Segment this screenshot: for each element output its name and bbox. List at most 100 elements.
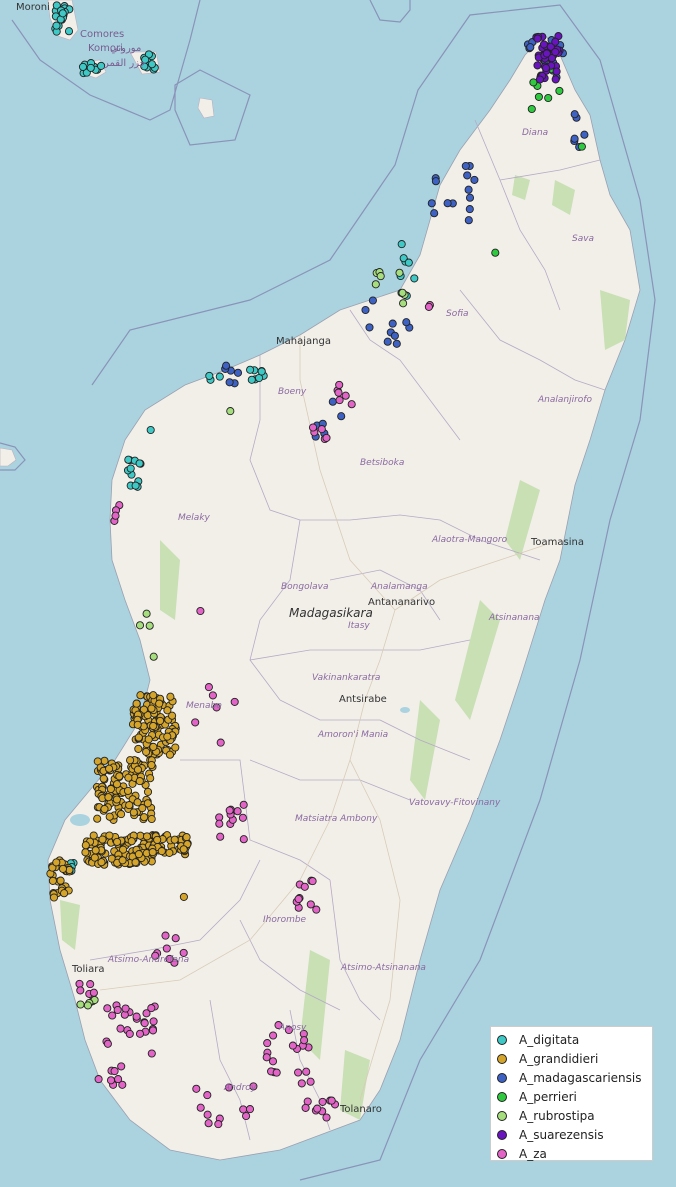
legend-marker	[497, 1072, 507, 1083]
legend-item-a-digitata: A_digitata	[497, 1030, 646, 1049]
point-a-digitata	[404, 258, 413, 267]
point-a-digitata	[78, 62, 88, 71]
point-a-grandidieri	[104, 793, 113, 802]
point-a-madagascariensis	[461, 161, 470, 171]
point-a-digitata	[397, 240, 406, 249]
point-a-grandidieri	[163, 706, 172, 715]
point-a-perrieri	[491, 248, 500, 257]
point-a-za	[341, 391, 350, 400]
point-a-za	[230, 697, 239, 706]
point-a-grandidieri	[91, 846, 100, 855]
point-a-madagascariensis	[361, 305, 370, 315]
point-a-grandidieri	[138, 804, 147, 813]
region-label: Melaky	[178, 513, 211, 523]
point-a-za	[318, 1097, 327, 1106]
point-a-za	[301, 1103, 310, 1112]
point-a-suarezensis	[552, 67, 561, 76]
forest-area	[512, 175, 530, 200]
point-a-grandidieri	[148, 848, 157, 857]
legend-marker	[497, 1091, 507, 1102]
point-a-za	[203, 1110, 212, 1119]
point-a-suarezensis	[535, 75, 544, 84]
point-a-za	[108, 1011, 117, 1020]
point-a-madagascariensis	[526, 43, 535, 52]
point-a-madagascariensis	[570, 110, 579, 119]
point-a-grandidieri	[135, 777, 144, 786]
point-a-grandidieri	[179, 845, 188, 854]
region-borders	[89, 119, 606, 1141]
point-a-za	[216, 738, 225, 747]
legend-label: A_rubrostipa	[519, 1108, 595, 1123]
legend-item-a-grandidieri: A_grandidieri	[497, 1049, 646, 1068]
point-a-za	[212, 703, 221, 712]
legend-item-a-suarezensis: A_suarezensis	[497, 1125, 646, 1144]
point-a-za	[208, 691, 217, 700]
point-a-za	[272, 1068, 281, 1077]
point-a-za	[192, 1084, 201, 1093]
point-a-digitata	[135, 459, 144, 468]
point-a-madagascariensis	[470, 175, 479, 184]
point-a-suarezensis	[551, 37, 560, 46]
point-a-za	[132, 1012, 141, 1021]
point-a-grandidieri	[140, 813, 149, 822]
point-a-za	[327, 1096, 336, 1105]
point-a-grandidieri	[142, 747, 151, 756]
region-label: Boeny	[278, 387, 307, 397]
city-label: Antsirabe	[339, 694, 387, 705]
legend: A_digitata A_grandidieri A_madagascarien…	[490, 1026, 653, 1161]
point-a-za	[274, 1021, 283, 1030]
point-a-grandidieri	[147, 704, 156, 713]
point-a-grandidieri	[105, 831, 114, 840]
region-label: Alaotra-Mangoro	[431, 535, 508, 545]
point-a-grandidieri	[105, 764, 114, 773]
legend-label: A_grandidieri	[519, 1051, 599, 1066]
point-a-za	[322, 1113, 331, 1122]
point-a-digitata	[58, 9, 67, 18]
point-a-za	[263, 1039, 272, 1048]
point-a-grandidieri	[134, 733, 143, 742]
point-a-za	[312, 905, 321, 914]
point-a-madagascariensis	[580, 130, 589, 139]
point-a-za	[204, 683, 213, 692]
point-a-za	[196, 606, 205, 616]
point-a-grandidieri	[153, 835, 162, 844]
point-a-digitata	[246, 365, 255, 374]
point-a-suarezensis	[533, 61, 542, 70]
point-a-grandidieri	[134, 850, 143, 859]
region-label: Vatovavy-Fitovinany	[409, 798, 501, 808]
island-label: Komori	[88, 43, 123, 54]
point-a-grandidieri	[133, 798, 142, 807]
point-a-grandidieri	[136, 831, 145, 840]
region-label: Atsimo-Atsinanana	[340, 963, 426, 973]
point-a-madagascariensis	[388, 319, 397, 328]
point-a-grandidieri	[52, 858, 61, 867]
legend-label: A_digitata	[519, 1032, 580, 1047]
point-a-za	[239, 1105, 248, 1114]
forest-area	[505, 480, 540, 560]
point-a-madagascariensis	[233, 368, 243, 377]
point-a-grandidieri	[127, 837, 136, 846]
point-a-za	[225, 806, 234, 815]
point-a-suarezensis	[551, 47, 560, 57]
point-a-digitata	[131, 481, 140, 490]
point-a-za	[103, 1039, 112, 1048]
point-a-digitata	[52, 21, 61, 30]
point-a-digitata	[97, 61, 106, 70]
point-a-za	[196, 1103, 205, 1112]
point-a-grandidieri	[157, 847, 166, 856]
point-a-grandidieri	[155, 699, 164, 708]
point-a-rubrostipa	[371, 280, 380, 289]
legend-label: A_za	[519, 1146, 547, 1161]
point-a-za	[121, 1004, 130, 1013]
region-label: Bongolava	[281, 582, 328, 592]
point-a-digitata	[247, 375, 256, 384]
city-label: Mahajanga	[276, 336, 331, 347]
point-a-grandidieri	[117, 810, 126, 819]
point-a-za	[317, 425, 326, 434]
point-a-za	[335, 396, 344, 405]
point-a-rubrostipa	[395, 268, 404, 277]
city-label: Toliara	[71, 964, 104, 975]
point-a-digitata	[215, 372, 224, 381]
point-a-za	[191, 718, 200, 727]
